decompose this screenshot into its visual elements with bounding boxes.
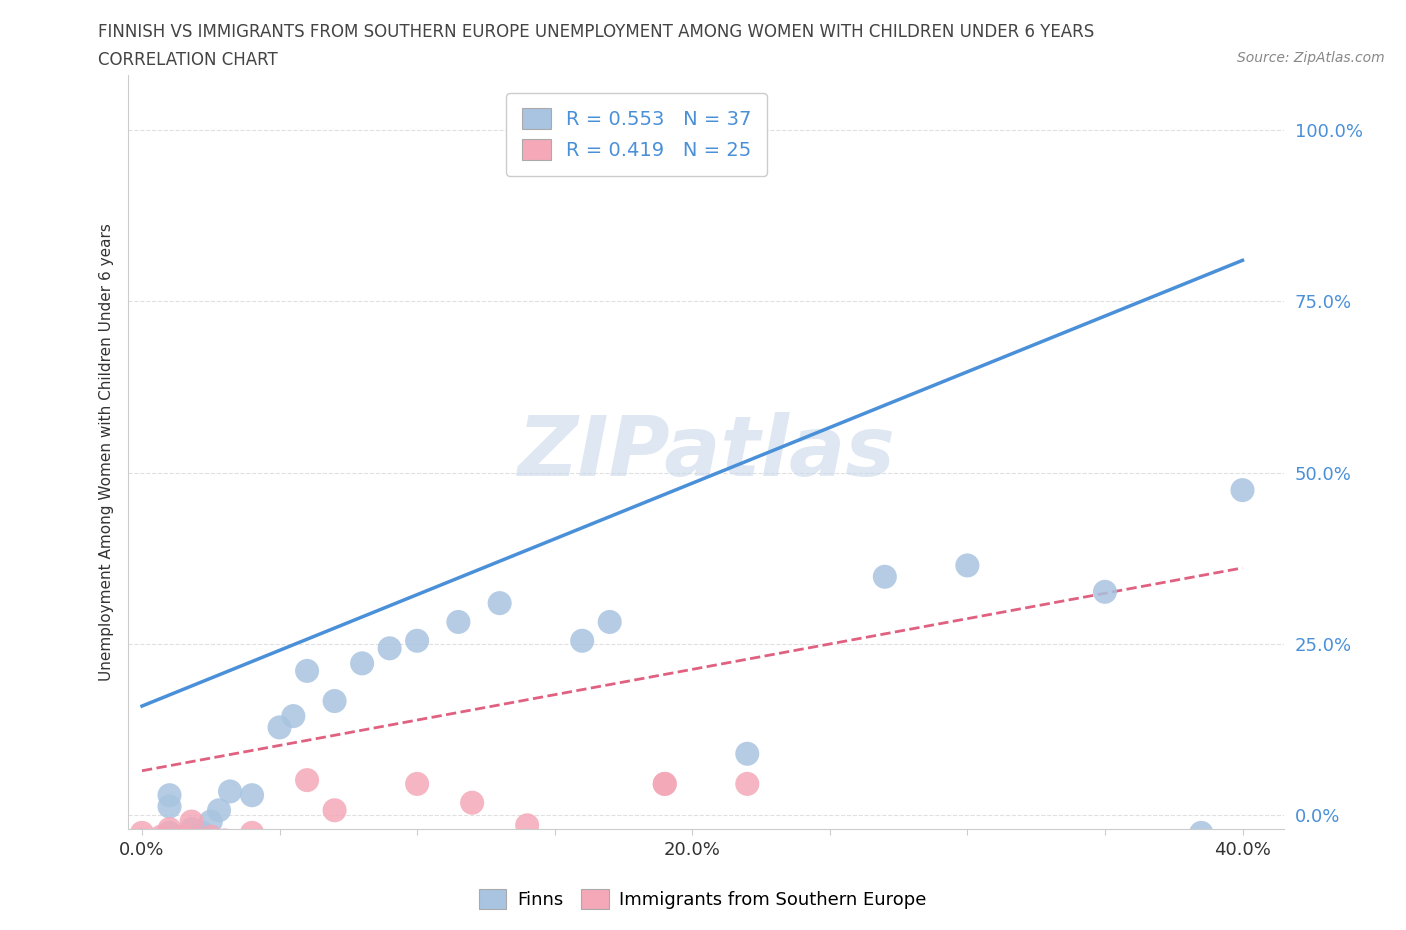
Point [191, 746, 214, 761]
Point [131, 787, 153, 802]
Text: FINNISH VS IMMIGRANTS FROM SOUTHERN EUROPE UNEMPLOYMENT AMONG WOMEN WITH CHILDRE: FINNISH VS IMMIGRANTS FROM SOUTHERN EURO… [98, 23, 1095, 41]
Legend: Finns, Immigrants from Southern Europe: Finns, Immigrants from Southern Europe [472, 882, 934, 916]
Point [269, 774, 291, 789]
Point [153, 760, 176, 775]
Point [186, 766, 208, 781]
Point [295, 451, 318, 466]
Point [200, 752, 222, 767]
Point [131, 760, 153, 775]
Point [145, 774, 167, 789]
Point [172, 752, 194, 767]
Point [159, 698, 181, 713]
Point [735, 657, 758, 671]
Point [159, 739, 181, 754]
Point [186, 774, 208, 789]
Point [240, 677, 263, 692]
Text: ZIPatlas: ZIPatlas [517, 412, 896, 493]
Point [735, 602, 758, 617]
Y-axis label: Unemployment Among Women with Children Under 6 years: Unemployment Among Women with Children U… [100, 223, 114, 681]
Point [159, 677, 181, 692]
Point [200, 725, 222, 740]
Point [240, 746, 263, 761]
Text: Source: ZipAtlas.com: Source: ZipAtlas.com [1237, 51, 1385, 65]
Point [283, 534, 305, 549]
Point [1189, 746, 1212, 761]
Point [488, 328, 510, 343]
Point [681, 774, 703, 789]
Text: CORRELATION CHART: CORRELATION CHART [98, 51, 278, 69]
Point [159, 746, 181, 761]
Point [214, 774, 236, 789]
Point [145, 766, 167, 781]
Point [150, 752, 173, 767]
Point [131, 746, 153, 761]
Point [956, 259, 979, 274]
Point [172, 774, 194, 789]
Point [323, 705, 346, 720]
Point [378, 774, 401, 789]
Point [180, 725, 202, 740]
Legend: R = 0.553   N = 37, R = 0.419   N = 25: R = 0.553 N = 37, R = 0.419 N = 25 [506, 93, 768, 176]
Point [516, 732, 538, 747]
Point [447, 363, 470, 378]
Point [654, 657, 676, 671]
Point [208, 705, 231, 720]
Point [163, 774, 186, 789]
Point [269, 554, 291, 569]
Point [406, 397, 429, 412]
Point [654, 657, 676, 671]
Point [599, 363, 621, 378]
Point [378, 410, 401, 425]
Point [219, 671, 242, 685]
Point [131, 766, 153, 781]
Point [295, 650, 318, 665]
Point [131, 774, 153, 789]
Point [180, 739, 202, 754]
Point [571, 397, 593, 412]
Point [145, 787, 167, 802]
Point [406, 657, 429, 671]
Point [172, 760, 194, 775]
Point [150, 780, 173, 795]
Point [461, 691, 484, 706]
Point [214, 760, 236, 775]
Point [323, 506, 346, 521]
Point [1232, 123, 1254, 138]
Point [131, 787, 153, 802]
Point [352, 766, 374, 781]
Point [1094, 308, 1116, 323]
Point [352, 438, 374, 453]
Point [873, 280, 896, 295]
